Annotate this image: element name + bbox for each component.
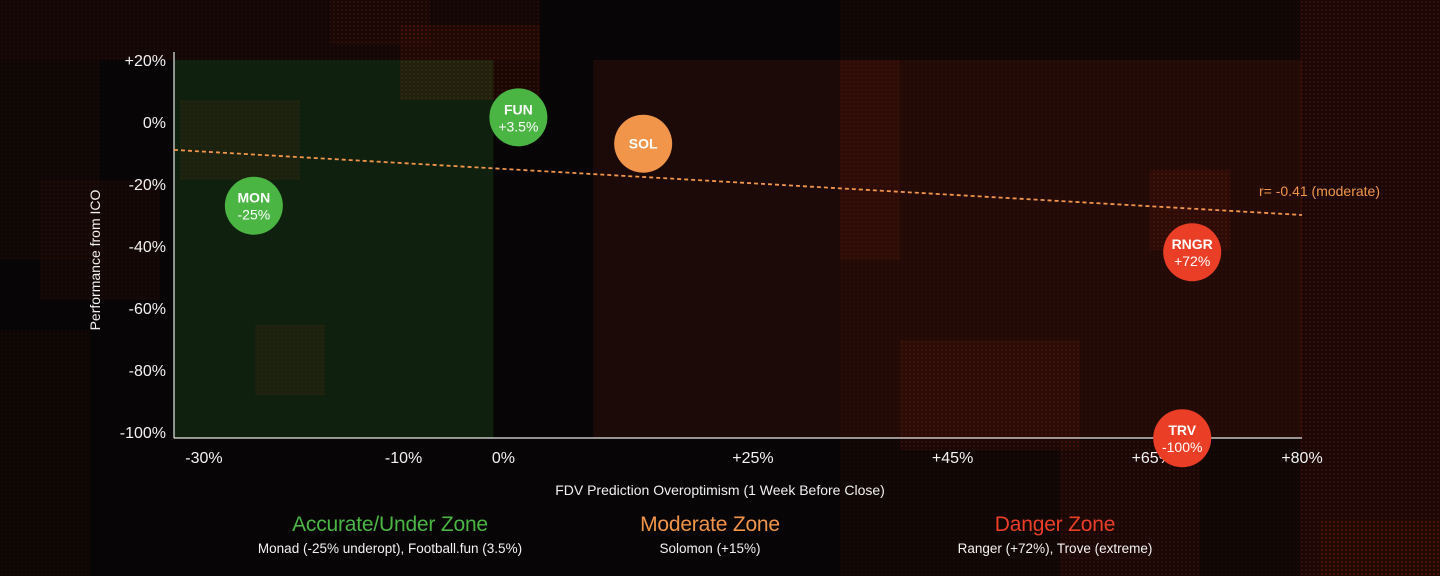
trend-layer: r= -0.41 (moderate) xyxy=(173,149,1380,216)
y-axis-title: Performance from ICO xyxy=(87,189,103,330)
point-value: -100% xyxy=(1162,439,1202,455)
point-label: TRV xyxy=(1168,422,1196,438)
point-mon: MON-25% xyxy=(224,176,283,235)
point-label: FUN xyxy=(504,101,533,117)
x-axis-title: FDV Prediction Overoptimism (1 Week Befo… xyxy=(555,482,885,498)
y-tick-label: +20% xyxy=(125,53,166,70)
point-value: -25% xyxy=(238,207,271,223)
legend-moderate-zone: Moderate Zone Solomon (+15%) xyxy=(560,512,860,556)
legend-accurate-desc: Monad (-25% underopt), Football.fun (3.5… xyxy=(257,541,523,556)
y-tick-label: -40% xyxy=(129,239,166,256)
point-marker xyxy=(1153,409,1212,468)
point-sol: SOL xyxy=(614,114,673,173)
point-fun: FUN+3.5% xyxy=(489,88,548,147)
point-trv: TRV-100% xyxy=(1153,409,1212,468)
point-marker xyxy=(1163,223,1222,282)
axes-layer xyxy=(173,52,1302,439)
y-tick-label: -80% xyxy=(129,363,166,380)
x-tick-label: +45% xyxy=(932,450,973,467)
trend-line xyxy=(173,149,1303,216)
legend-danger-desc: Ranger (+72%), Trove (extreme) xyxy=(957,541,1153,556)
zones-layer xyxy=(174,60,1302,438)
legend-accurate-zone: Accurate/Under Zone Monad (-25% underopt… xyxy=(200,512,580,556)
point-rngr: RNGR+72% xyxy=(1163,223,1222,282)
y-tick-label: -100% xyxy=(120,425,166,442)
point-label: SOL xyxy=(629,136,658,152)
zone-band-0 xyxy=(174,60,494,438)
trend-label: r= -0.41 (moderate) xyxy=(1259,183,1380,199)
point-value: +3.5% xyxy=(498,118,538,134)
point-marker xyxy=(489,88,548,147)
y-tick-label: 0% xyxy=(143,115,166,132)
point-label: RNGR xyxy=(1172,236,1213,252)
legend-danger-zone: Danger Zone Ranger (+72%), Trove (extrem… xyxy=(880,512,1230,556)
point-value: +72% xyxy=(1174,253,1210,269)
point-marker xyxy=(224,176,283,235)
x-tick-label: +25% xyxy=(732,450,773,467)
x-tick-label: -10% xyxy=(385,450,422,467)
x-tick-label: -30% xyxy=(185,450,222,467)
x-tick-label: +80% xyxy=(1281,450,1322,467)
points-layer: MON-25% FUN+3.5% SOL RNGR+72% TRV-100% xyxy=(224,88,1222,468)
point-marker xyxy=(614,114,673,173)
legend-moderate-title: Moderate Zone xyxy=(640,513,780,536)
x-tick-label: 0% xyxy=(492,450,515,467)
point-label: MON xyxy=(238,190,271,206)
y-tick-label: -20% xyxy=(129,177,166,194)
y-tick-label: -60% xyxy=(129,301,166,318)
legend-moderate-desc: Solomon (+15%) xyxy=(659,541,761,556)
legend-accurate-title: Accurate/Under Zone xyxy=(292,513,488,536)
legend-danger-title: Danger Zone xyxy=(994,513,1116,536)
